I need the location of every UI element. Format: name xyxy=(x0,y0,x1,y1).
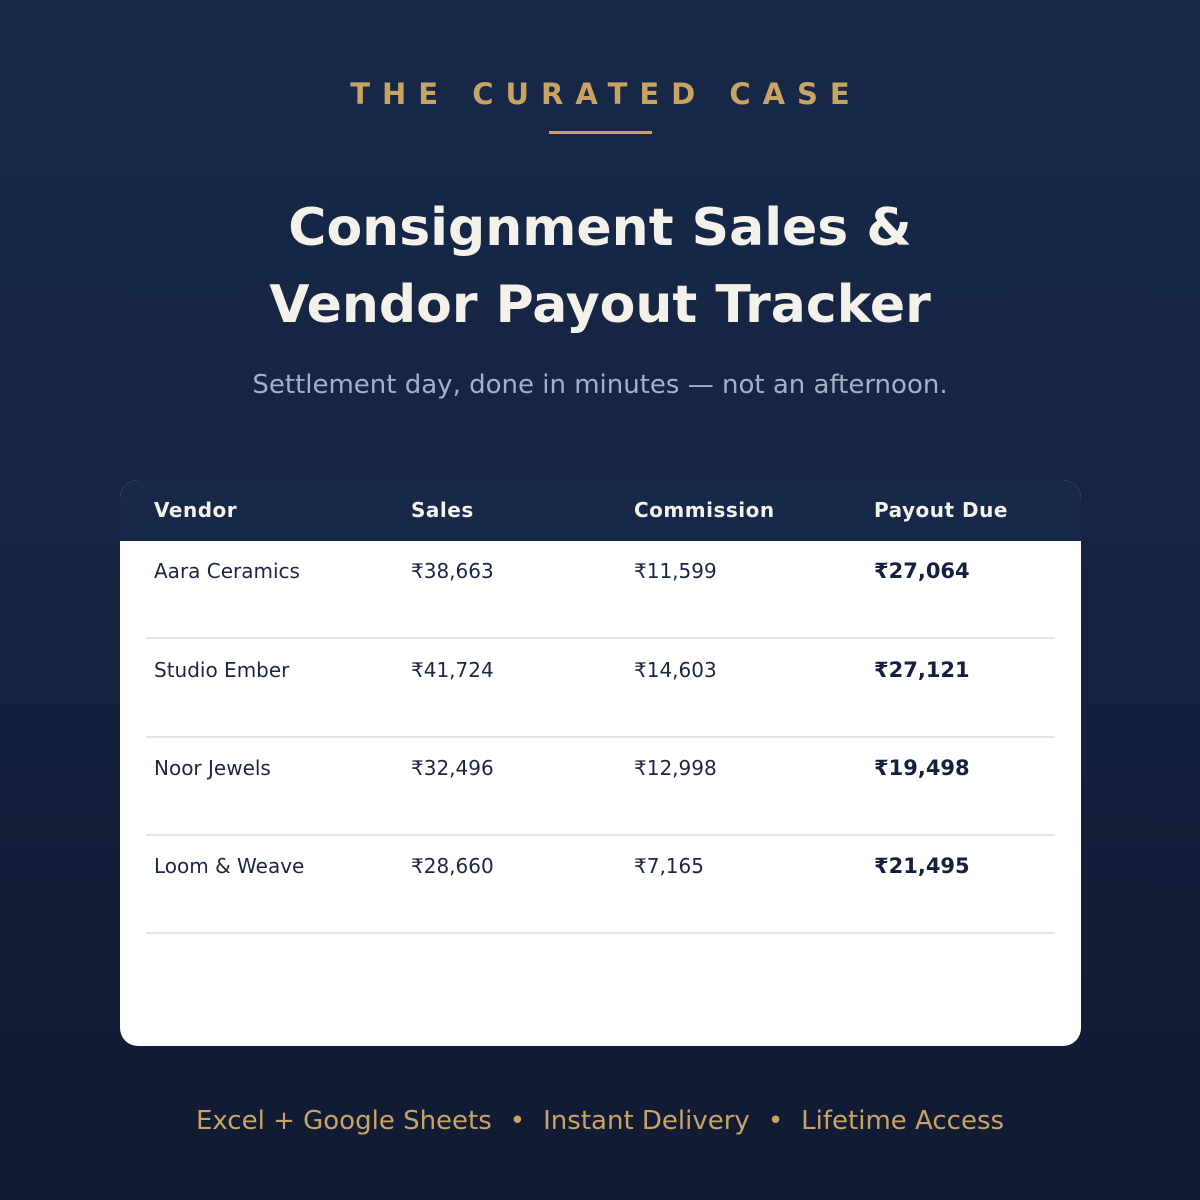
column-header-vendor: Vendor xyxy=(154,498,238,522)
page-title: Consignment Sales & Vendor Payout Tracke… xyxy=(0,190,1200,344)
cell-payout: ₹27,064 xyxy=(874,559,970,583)
feature-item: Excel + Google Sheets xyxy=(195,1106,492,1136)
cell-sales: ₹41,724 xyxy=(411,658,494,682)
brand-name: THE CURATED CASE xyxy=(350,77,862,111)
table-row: Studio Ember ₹41,724 ₹14,603 ₹27,121 xyxy=(120,640,1081,738)
page-subtitle: Settlement day, done in minutes — not an… xyxy=(252,370,948,400)
cell-commission: ₹12,998 xyxy=(634,756,717,780)
table-row: Aara Ceramics ₹38,663 ₹11,599 ₹27,064 xyxy=(120,541,1081,639)
cell-vendor: Loom & Weave xyxy=(154,854,305,878)
cell-payout: ₹21,495 xyxy=(874,854,970,878)
column-header-sales: Sales xyxy=(411,498,474,522)
payout-table-card: Vendor Sales Commission Payout Due Aara … xyxy=(120,480,1081,1046)
page-title-line-1: Consignment Sales & xyxy=(288,198,912,258)
column-header-payout: Payout Due xyxy=(874,498,1008,522)
table-header-row: Vendor Sales Commission Payout Due xyxy=(120,480,1081,541)
cell-payout: ₹27,121 xyxy=(874,658,970,682)
row-divider xyxy=(146,637,1055,639)
cell-vendor: Studio Ember xyxy=(154,658,290,682)
column-header-commission: Commission xyxy=(634,498,775,522)
cell-sales: ₹28,660 xyxy=(411,854,494,878)
cell-commission: ₹11,599 xyxy=(634,559,717,583)
row-divider xyxy=(146,932,1055,934)
cell-vendor: Aara Ceramics xyxy=(154,559,300,583)
row-divider xyxy=(146,736,1055,738)
page-title-line-2: Vendor Payout Tracker xyxy=(269,275,931,335)
table-row: Loom & Weave ₹28,660 ₹7,165 ₹21,495 xyxy=(120,836,1081,934)
cell-sales: ₹32,496 xyxy=(411,756,494,780)
feature-item: Lifetime Access xyxy=(801,1106,1005,1136)
table-row: Noor Jewels ₹32,496 ₹12,998 ₹19,498 xyxy=(120,738,1081,836)
feature-list: Excel + Google Sheets • Instant Delivery • L… xyxy=(0,1101,1200,1141)
cell-payout: ₹19,498 xyxy=(874,756,970,780)
bullet-separator: • xyxy=(767,1106,784,1136)
cell-vendor: Noor Jewels xyxy=(154,756,271,780)
cell-commission: ₹7,165 xyxy=(634,854,704,878)
cell-commission: ₹14,603 xyxy=(634,658,717,682)
bullet-separator: • xyxy=(509,1106,526,1136)
row-divider xyxy=(146,834,1055,836)
cell-sales: ₹38,663 xyxy=(411,559,494,583)
brand-divider xyxy=(549,131,652,134)
feature-item: Instant Delivery xyxy=(543,1106,750,1136)
